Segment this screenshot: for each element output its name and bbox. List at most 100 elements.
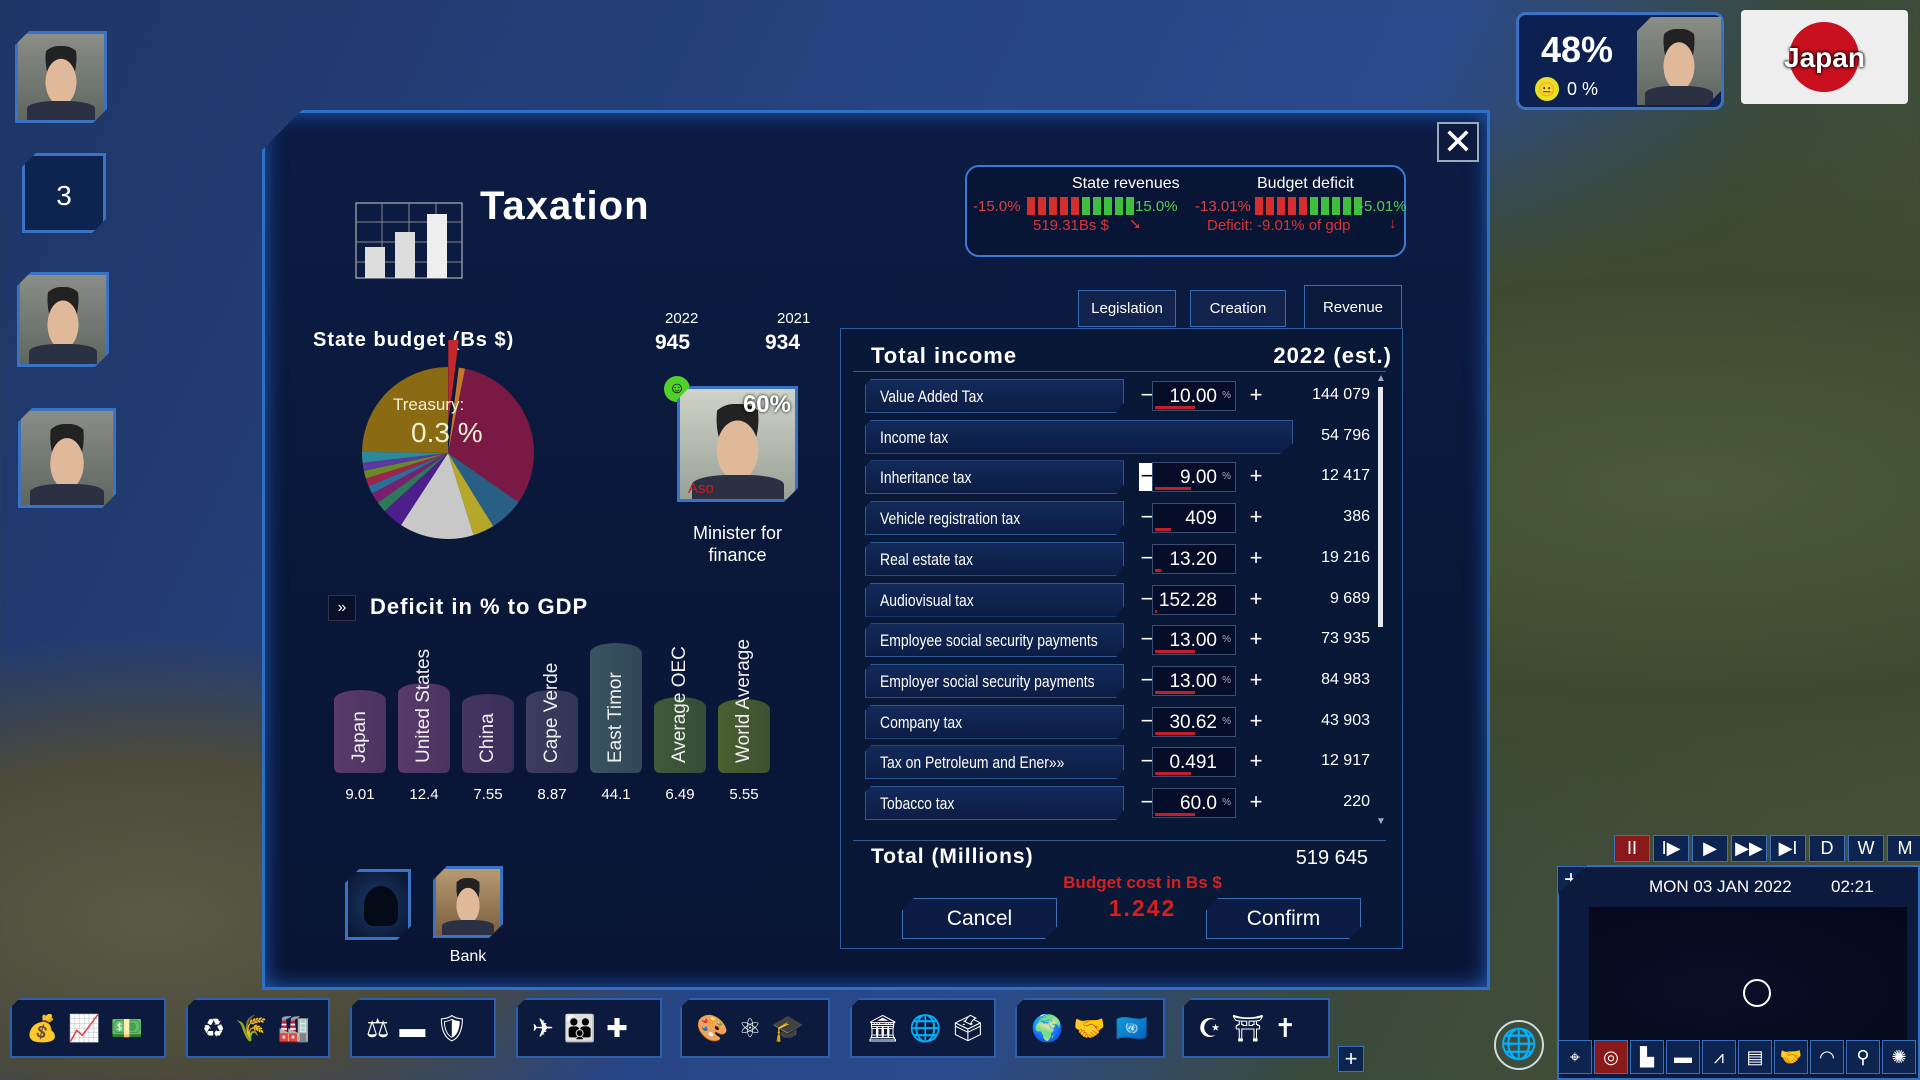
decrease-button[interactable]: − xyxy=(1140,748,1154,774)
banknotes-icon[interactable]: 💵 xyxy=(110,1012,144,1043)
speed-button[interactable]: ▶ xyxy=(1692,835,1728,862)
pie-slice[interactable] xyxy=(362,367,448,453)
speed-button[interactable]: II xyxy=(1614,835,1650,862)
minister-portrait[interactable]: 60% Aso xyxy=(677,386,798,502)
cancel-button[interactable]: Cancel xyxy=(902,898,1057,939)
deficit-bar[interactable]: World Average xyxy=(718,639,770,773)
un-icon[interactable]: 🇺🇳 xyxy=(1115,1012,1149,1043)
country-flag[interactable]: Japan xyxy=(1741,10,1908,104)
tax-label-box[interactable]: Tobacco tax xyxy=(865,786,1124,820)
diplomacy-filter-icon[interactable]: 🤝 xyxy=(1774,1040,1808,1074)
deficit-bar[interactable]: China xyxy=(462,693,514,773)
line-chart-icon[interactable]: 📈 xyxy=(68,1012,101,1043)
increase-button[interactable]: + xyxy=(1249,544,1263,570)
decrease-button[interactable]: − xyxy=(1140,544,1154,570)
tax-label-box[interactable]: Employer social security payments xyxy=(865,663,1124,698)
increase-button[interactable]: + xyxy=(1249,626,1263,652)
deficit-bar[interactable]: United States xyxy=(398,649,450,773)
tax-label-box[interactable]: Employee social security payments xyxy=(865,623,1124,658)
speed-button[interactable]: ▶I xyxy=(1770,835,1806,862)
tax-rate-input[interactable]: 30.62% xyxy=(1152,706,1236,737)
sidebar-group-badge[interactable]: 3 xyxy=(22,153,106,233)
budget-pie-chart[interactable] xyxy=(352,340,544,542)
tax-rate-input[interactable]: 60.0% xyxy=(1152,788,1236,818)
tax-label-box[interactable]: Income tax xyxy=(865,419,1293,454)
deficit-bar[interactable]: Japan xyxy=(334,690,386,773)
minimap[interactable] xyxy=(1589,907,1907,1047)
tax-rate-input[interactable]: 13.00% xyxy=(1152,665,1236,696)
speed-button[interactable]: M xyxy=(1887,835,1920,862)
speed-button[interactable]: W xyxy=(1848,835,1884,862)
speed-button[interactable]: ▶▶ xyxy=(1731,835,1767,862)
pie-slice[interactable] xyxy=(363,453,448,479)
speed-button[interactable]: D xyxy=(1809,835,1845,862)
decrease-button[interactable]: − xyxy=(1140,789,1154,814)
decrease-button[interactable]: − xyxy=(1140,504,1154,530)
sidebar-leader-portrait-1[interactable] xyxy=(15,31,107,123)
pie-slice[interactable] xyxy=(401,453,474,539)
sidebar-leader-portrait-3[interactable] xyxy=(18,408,116,508)
tab-legislation[interactable]: Legislation xyxy=(1078,290,1176,327)
satellite-filter-icon[interactable]: ⚲ xyxy=(1846,1040,1880,1074)
leader-portrait[interactable] xyxy=(1637,17,1721,105)
deficit-bar[interactable]: Average OEC xyxy=(654,646,706,773)
military-filter-icon[interactable]: ▬ xyxy=(1666,1040,1700,1074)
pie-slice[interactable] xyxy=(377,453,448,512)
speed-button[interactable]: I▶ xyxy=(1653,835,1689,862)
ballot-box-icon[interactable]: 🗳 xyxy=(951,1012,985,1043)
tax-rate-input[interactable]: 10.00% xyxy=(1152,381,1236,411)
scrollbar[interactable]: ▲ ▼ xyxy=(1376,373,1386,827)
pie-slice[interactable] xyxy=(448,368,534,503)
sidebar-leader-portrait-2[interactable] xyxy=(17,272,109,367)
center-view-icon[interactable]: ⌖ xyxy=(1558,1040,1592,1074)
scroll-up-icon[interactable]: ▲ xyxy=(1376,373,1386,384)
increase-button[interactable]: + xyxy=(1249,748,1263,774)
pie-slice[interactable] xyxy=(362,451,448,463)
tab-creation[interactable]: Creation xyxy=(1190,290,1286,327)
expand-chevrons-icon[interactable]: » xyxy=(328,595,356,621)
tax-rate-input[interactable]: 152.28 xyxy=(1152,584,1236,615)
increase-button[interactable]: + xyxy=(1249,585,1263,611)
money-bag-icon[interactable]: 💰 xyxy=(26,1012,59,1043)
pie-slice[interactable] xyxy=(448,367,466,453)
bank-advisor-portrait[interactable] xyxy=(433,866,503,938)
decrease-button[interactable]: − xyxy=(1140,585,1154,611)
pie-slice[interactable] xyxy=(384,453,448,526)
population-filter-icon[interactable]: ⩘ xyxy=(1702,1040,1736,1074)
scroll-down-icon[interactable]: ▼ xyxy=(1376,816,1386,827)
tax-label-box[interactable]: Vehicle registration tax xyxy=(865,501,1124,536)
justice-scales-icon[interactable]: ⚖ xyxy=(366,1012,390,1043)
deficit-bar[interactable]: East Timor xyxy=(590,643,642,773)
pie-slice[interactable] xyxy=(448,453,494,536)
handshake-icon[interactable]: 🤝 xyxy=(1073,1012,1106,1043)
tax-label-box[interactable]: Tax on Petroleum and Ener»» xyxy=(865,745,1124,780)
decrease-button[interactable]: − xyxy=(1140,707,1154,733)
government-building-icon[interactable]: 🏛 xyxy=(866,1012,900,1043)
tank-icon[interactable]: ▬ xyxy=(399,1012,426,1043)
graduation-cap-icon[interactable]: 🎓 xyxy=(771,1012,805,1043)
police-shield-icon[interactable]: 🛡 xyxy=(435,1012,469,1043)
increase-button[interactable]: + xyxy=(1249,504,1263,530)
pie-slice[interactable] xyxy=(372,453,448,503)
crescent-icon[interactable]: ☪ xyxy=(1198,1012,1222,1043)
tax-label-box[interactable]: Value Added Tax xyxy=(865,379,1124,413)
health-icon[interactable]: ✚ xyxy=(606,1012,628,1043)
tax-rate-input[interactable]: 0.491 xyxy=(1152,747,1236,778)
factory-icon[interactable]: 🏭 xyxy=(277,1012,311,1043)
close-button[interactable]: ✕ xyxy=(1437,121,1479,162)
globe-icon[interactable]: 🌐 xyxy=(909,1012,942,1043)
increase-button[interactable]: + xyxy=(1249,382,1263,407)
leader-status-box[interactable]: 48% 😐 0 % xyxy=(1516,12,1724,110)
tax-rate-input[interactable]: 9.00% xyxy=(1152,462,1236,493)
world-icon[interactable]: 🌍 xyxy=(1031,1012,1064,1043)
decrease-button[interactable]: − xyxy=(1140,382,1154,407)
tax-label-box[interactable]: Real estate tax xyxy=(865,541,1124,576)
confirm-button[interactable]: Confirm xyxy=(1206,898,1361,939)
pie-slice[interactable] xyxy=(365,453,448,487)
atom-icon[interactable]: ⚛ xyxy=(738,1012,762,1043)
industry-filter-icon[interactable]: ▙ xyxy=(1630,1040,1664,1074)
tax-rate-input[interactable]: 13.20 xyxy=(1152,543,1236,574)
tab-revenue[interactable]: Revenue xyxy=(1304,285,1402,328)
art-palette-icon[interactable]: 🎨 xyxy=(696,1012,729,1043)
virus-filter-icon[interactable]: ✺ xyxy=(1882,1040,1916,1074)
